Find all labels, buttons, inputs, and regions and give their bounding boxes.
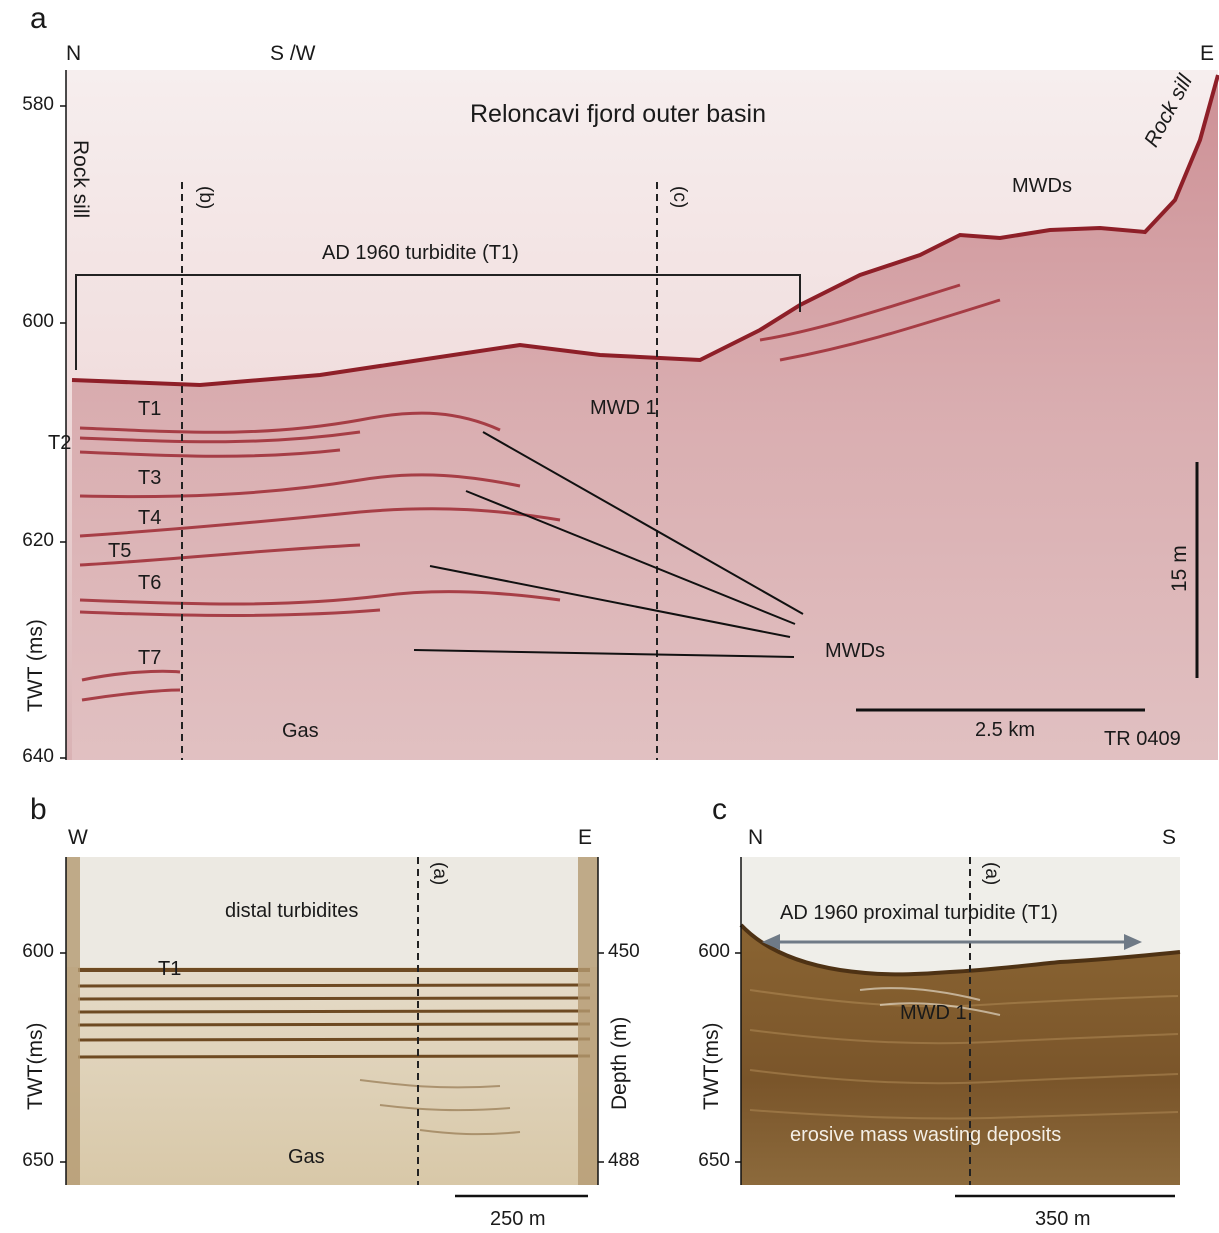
panel-a-rock-sill-left: Rock sill [69, 140, 92, 219]
panel-a-turbidite-t1: T1 [138, 398, 162, 420]
panel-a-ytick-620: 620 [22, 530, 54, 551]
panel-a-y-ticks [60, 105, 66, 759]
panel-a-bracket-label: AD 1960 turbidite (T1) [322, 242, 519, 264]
panel-a-turbidite-t4: T4 [138, 507, 162, 529]
panel-a-turbidite-t2: T2 [48, 432, 72, 454]
panel-c-bottom-label: erosive mass wasting deposits [790, 1124, 1062, 1146]
panel-a-mwds-top: MWDs [1012, 175, 1072, 197]
panel-c-seafloor [739, 923, 1181, 977]
panel-b-ytick-600: 600 [22, 941, 54, 962]
panel-a-dir-north: N [66, 42, 82, 65]
panel-a-turbidite-t3: T3 [138, 467, 162, 489]
panel-b-marker-a: (a) [429, 862, 450, 886]
panel-c-reflectors [749, 989, 1179, 1120]
panel-b-t1: T1 [158, 958, 182, 980]
panel-c-letter: c [712, 793, 727, 826]
panel-a-turbidite-t5: T5 [108, 540, 132, 562]
panel-c-title: AD 1960 proximal turbidite (T1) [780, 902, 1058, 924]
panel-a-profile-id: TR 0409 [1104, 728, 1181, 750]
panel-c-subsurface [741, 925, 1180, 1185]
panel-c-dir-north: N [748, 826, 764, 849]
panel-b-title: distal turbidites [225, 900, 359, 922]
panel-b-gas: Gas [288, 1146, 325, 1168]
panel-a-dir-sw: S /W [270, 42, 316, 65]
panel-b-depth-tick-488: 488 [608, 1150, 640, 1171]
panel-a-mwd1: MWD 1 [590, 397, 657, 419]
panel-c-marker-a: (a) [981, 862, 1002, 886]
panel-b-depth-tick-450: 450 [608, 941, 640, 962]
panel-b-dir-west: W [68, 826, 88, 849]
panel-a-reflectors [79, 283, 1001, 702]
panel-b-y-axis-label: TWT(ms) [24, 1022, 47, 1110]
panel-a-seafloor [71, 74, 1219, 388]
panel-a-vertical-scale-label: 15 m [1168, 545, 1191, 592]
panel-a-ytick-600: 600 [22, 311, 54, 332]
panel-a-ytick-580: 580 [22, 94, 54, 115]
panel-c-mwd1: MWD 1 [900, 1002, 967, 1024]
panel-b-dir-east: E [578, 826, 593, 849]
panel-a-dir-east: E [1200, 42, 1215, 65]
panel-c-ytick-650: 650 [698, 1150, 730, 1171]
panel-c-ytick-600: 600 [698, 941, 730, 962]
panel-c-y-axis-label: TWT(ms) [700, 1022, 723, 1110]
panel-b-scale-label: 250 m [490, 1208, 546, 1230]
panel-a-mwds-lines-label: MWDs [825, 640, 885, 662]
panel-c-scale-label: 350 m [1035, 1208, 1091, 1230]
panel-b-letter: b [30, 793, 47, 826]
panel-a-ytick-640: 640 [22, 746, 54, 767]
panel-b-depth-label: Depth (m) [608, 1016, 631, 1110]
panel-a-turbidite-t7: T7 [138, 647, 162, 669]
panel-a-marker-c: (c) [669, 186, 690, 209]
panel-b-water [66, 857, 598, 967]
panel-a-mwd-lines [413, 431, 804, 658]
panel-b-reflectors [77, 968, 591, 1059]
panel-b-ytick-650: 650 [22, 1150, 54, 1171]
panel-a-gas: Gas [282, 720, 319, 742]
panel-a-marker-b: (b) [195, 186, 216, 210]
panel-a-turbidite-bracket [75, 274, 801, 370]
panel-c-dir-south: S [1162, 826, 1177, 849]
panel-a-turbidite-t6: T6 [138, 572, 162, 594]
panel-a-title: Reloncavi fjord outer basin [470, 100, 766, 128]
panel-a-horizontal-scale-label: 2.5 km [975, 719, 1036, 741]
panel-a-y-axis-label: TWT (ms) [24, 619, 47, 712]
panel-a-subsurface [72, 75, 1218, 760]
panel-a-letter: a [30, 2, 47, 35]
